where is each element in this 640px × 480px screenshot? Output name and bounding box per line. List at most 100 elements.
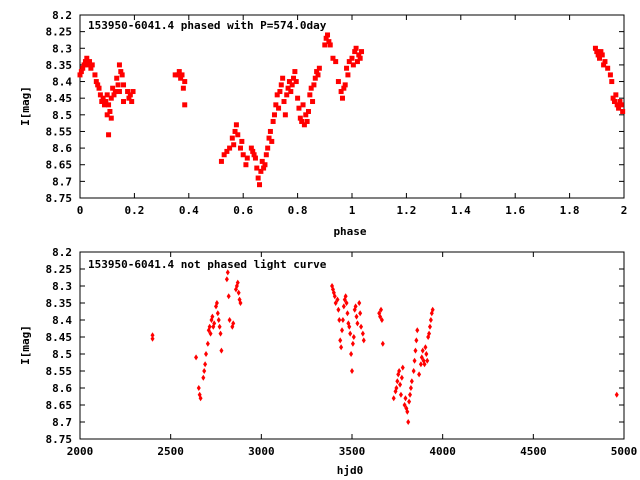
data-point — [353, 303, 358, 310]
data-point — [119, 72, 125, 78]
y-axis-ticks: 8.2 8.25 8.3 8.35 8.4 8.45 8.5 8.55 8.6 8.65 8.7 8.… — [46, 9, 624, 205]
y-tick-label: 8.2 — [52, 9, 72, 22]
data-point — [609, 79, 615, 85]
y-axis-label: I[mag] — [19, 325, 32, 365]
data-point — [261, 165, 267, 171]
data-point — [380, 340, 385, 347]
data-point — [398, 381, 403, 388]
data-point — [101, 102, 107, 108]
y-tick-label: 8.35 — [46, 59, 73, 72]
data-point — [395, 378, 400, 385]
data-point — [285, 85, 291, 91]
data-point — [100, 95, 106, 101]
data-point — [307, 92, 313, 98]
data-point — [224, 276, 229, 283]
data-point — [398, 391, 403, 398]
data-point — [198, 395, 203, 402]
data-point — [175, 72, 181, 78]
data-point — [617, 99, 623, 105]
x-axis-label: hjd0 — [337, 464, 364, 477]
data-point — [257, 182, 263, 188]
y-tick-label: 8.45 — [46, 331, 73, 344]
data-point — [291, 75, 297, 81]
data-point — [258, 168, 264, 174]
data-point — [236, 289, 241, 296]
data-point — [233, 122, 239, 128]
data-point — [350, 368, 354, 374]
data-point — [280, 75, 286, 81]
data-point — [427, 330, 432, 337]
data-point — [176, 69, 182, 75]
data-point — [391, 395, 396, 402]
data-point — [316, 65, 322, 71]
data-point — [221, 152, 227, 158]
x-tick-label: 2 — [621, 204, 628, 217]
data-point — [252, 155, 258, 161]
data-point — [118, 69, 124, 75]
data-point — [610, 95, 616, 101]
data-point — [196, 385, 201, 391]
x-tick-label: 5000 — [611, 445, 638, 458]
data-point — [430, 306, 435, 313]
data-point — [103, 99, 109, 105]
data-point — [78, 69, 84, 75]
data-point — [267, 128, 273, 134]
data-point — [182, 102, 188, 108]
data-point — [277, 89, 283, 95]
y-tick-label: 8.75 — [46, 192, 73, 205]
data-point — [284, 92, 290, 98]
y-tick-label: 8.3 — [52, 280, 72, 293]
data-point — [378, 313, 383, 320]
data-point — [422, 361, 427, 368]
data-point — [332, 293, 337, 300]
x-tick-label: 1 — [349, 204, 356, 217]
data-point — [85, 62, 91, 68]
data-point — [314, 69, 320, 75]
data-point — [121, 99, 127, 105]
x-axis-ticks: 2000 2500 3000 3500 4000 4500 5000 — [67, 252, 638, 458]
plot-frame — [79, 14, 625, 199]
data-point — [322, 42, 328, 48]
data-point — [286, 79, 292, 85]
x-axis-label: phase — [333, 225, 366, 238]
data-point — [201, 374, 206, 381]
data-point — [350, 340, 355, 347]
data-point — [345, 72, 351, 78]
data-point — [180, 85, 186, 91]
data-point — [618, 102, 624, 108]
data-point — [194, 354, 199, 361]
data-point — [207, 323, 212, 330]
data-point — [414, 337, 419, 344]
data-point — [218, 330, 223, 337]
data-point — [597, 55, 603, 61]
data-point — [106, 132, 112, 138]
data-point — [226, 293, 231, 300]
data-point — [300, 102, 306, 108]
data-point — [297, 115, 303, 121]
data-point — [282, 112, 288, 118]
data-point — [292, 69, 298, 75]
data-point — [405, 408, 410, 415]
data-point — [330, 55, 336, 61]
y-tick-label: 8.5 — [52, 348, 72, 361]
plot-frame — [79, 251, 625, 440]
x-tick-label: 2000 — [67, 445, 94, 458]
y-tick-label: 8.3 — [52, 42, 72, 55]
chart-title: 153950-6041.4 phased with P=574.0day — [88, 19, 327, 32]
data-point — [296, 105, 302, 111]
data-point — [342, 82, 348, 88]
data-point — [359, 323, 364, 330]
data-point — [403, 395, 408, 402]
data-point — [349, 351, 354, 357]
data-point — [427, 323, 432, 330]
data-series — [150, 269, 619, 425]
data-point — [232, 128, 238, 134]
x-tick-label: 1.4 — [451, 204, 471, 217]
data-point — [616, 105, 622, 111]
data-point — [212, 320, 217, 327]
data-point — [411, 368, 416, 374]
data-point — [340, 317, 345, 323]
data-point — [358, 310, 363, 317]
x-tick-label: 3000 — [248, 445, 275, 458]
